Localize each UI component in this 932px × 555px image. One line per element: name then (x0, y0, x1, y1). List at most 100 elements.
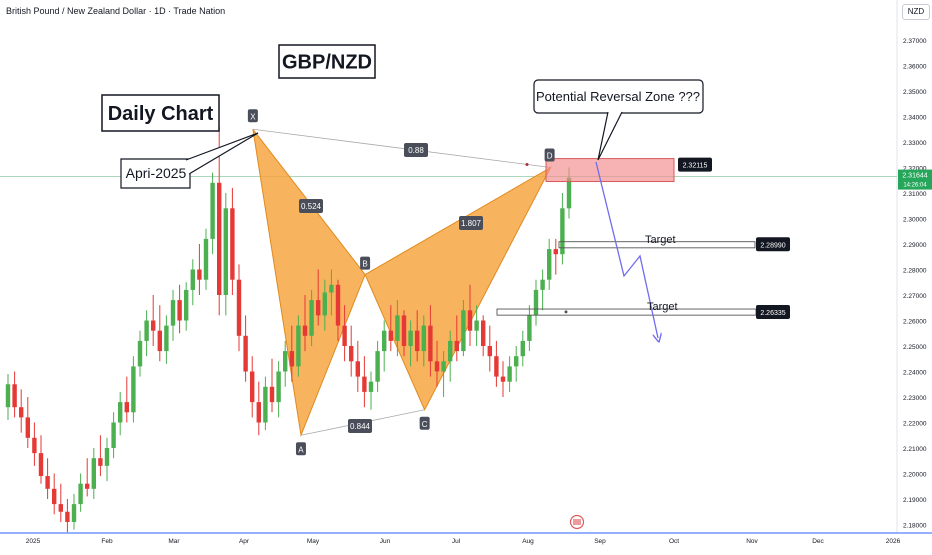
candle-body (78, 483, 83, 505)
candle-body (454, 340, 459, 352)
candle (355, 340, 360, 392)
candle (65, 499, 70, 533)
candle-body (408, 330, 413, 346)
x-date-pointer (185, 132, 259, 175)
ratio-label-text: 0.88 (408, 146, 424, 155)
candle-body (560, 208, 565, 255)
candle (335, 279, 341, 341)
candle (243, 315, 248, 382)
candle-body (71, 504, 77, 522)
candle-body (32, 437, 37, 454)
candle (5, 374, 11, 420)
candle-body (355, 361, 360, 377)
candle (25, 397, 30, 448)
x-date-pointer-mask (186, 160, 190, 174)
candle-body (157, 330, 162, 352)
candle-body (481, 320, 486, 346)
candle-body (448, 340, 453, 362)
candle-body (507, 366, 512, 382)
y-tick-label: 2.29000 (903, 242, 927, 249)
candle-body (395, 315, 400, 341)
candle-body (342, 325, 347, 346)
target-marker (564, 310, 568, 314)
candle-body (144, 320, 149, 341)
candle-body (362, 376, 367, 392)
current-price-bg (898, 169, 932, 190)
candle-body (250, 371, 255, 403)
candle (467, 284, 473, 346)
candle-body (170, 300, 176, 326)
candle-body (487, 346, 492, 357)
ratio-label-bg (348, 419, 372, 433)
candle-body (514, 356, 519, 367)
candle (71, 493, 77, 530)
x-date-callout: Apri-2025 (120, 132, 259, 189)
candle-body (296, 325, 301, 367)
ratio-label-text: 1.807 (461, 219, 482, 228)
candle (316, 269, 321, 326)
candle (190, 259, 195, 306)
candle-body (151, 320, 156, 331)
candle (289, 325, 294, 382)
x-tick-label: Jul (452, 538, 461, 545)
candle (91, 448, 96, 499)
candle (210, 172, 215, 255)
candle (514, 346, 519, 382)
y-tick-label: 2.33000 (903, 140, 927, 147)
candle (296, 315, 301, 377)
ratio-label: 0.844 (348, 419, 372, 433)
price-label-bg (678, 157, 712, 172)
x-tick-label: May (307, 538, 320, 545)
candle (382, 320, 387, 372)
candle-body (494, 356, 499, 377)
candle-body (388, 330, 393, 341)
candle-body (104, 448, 110, 466)
candle-body (322, 292, 327, 316)
candle (111, 412, 116, 459)
price-label-bg (756, 304, 790, 319)
x-tick-label: Mar (168, 538, 180, 545)
current-price-tag: 2.31644 14:26:04 (898, 169, 932, 190)
candle (283, 340, 288, 387)
candle (230, 187, 235, 295)
candle-body (38, 453, 44, 477)
candle-body (335, 284, 341, 326)
candle (137, 330, 143, 377)
point-label-b: B (360, 256, 371, 270)
candle (547, 238, 552, 290)
prz-text: Potential Reversal Zone ??? (536, 89, 700, 104)
candle (461, 300, 466, 357)
candle-body (434, 361, 440, 372)
candle-body (184, 289, 189, 321)
current-price-countdown: 14:26:04 (903, 183, 927, 189)
currency-badge[interactable]: NZD (902, 4, 930, 20)
candle (368, 371, 374, 410)
point-label-d: D (544, 148, 555, 162)
candle-body (283, 351, 288, 372)
candle (421, 315, 426, 367)
candle-body (256, 402, 261, 423)
candle-body (52, 488, 57, 505)
y-tick-label: 2.18000 (903, 523, 927, 530)
timeframe-label: Daily Chart (101, 94, 220, 132)
candle (434, 340, 440, 387)
candle (388, 305, 393, 352)
candle-body (25, 417, 30, 438)
timeframe-label-box (101, 94, 220, 132)
candle-body (269, 386, 275, 403)
candle (342, 305, 347, 362)
candle-body (441, 361, 446, 372)
candle-body (520, 340, 525, 357)
price-label-text: 2.26335 (760, 310, 785, 317)
y-tick-label: 2.36000 (903, 64, 927, 71)
candle (401, 310, 407, 357)
candle-body (467, 310, 473, 331)
candle (375, 340, 380, 392)
point-label-bg (247, 109, 258, 123)
price-label-text: 2.32115 (683, 163, 708, 170)
y-tick-label: 2.19000 (903, 497, 927, 504)
ratio-label-bg (459, 216, 483, 230)
prz-pointer (597, 111, 623, 161)
candle (481, 315, 486, 357)
candle (236, 264, 242, 352)
